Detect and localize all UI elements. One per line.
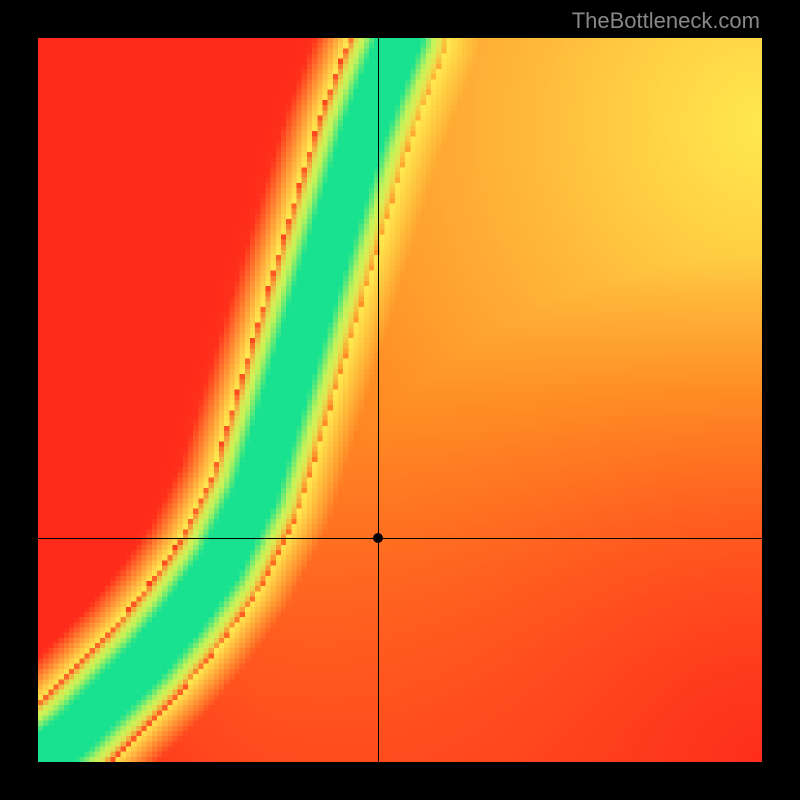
marker-point: [373, 533, 383, 543]
heatmap-canvas: [38, 38, 762, 762]
crosshair-horizontal: [38, 538, 762, 539]
chart-container: TheBottleneck.com: [0, 0, 800, 800]
watermark-text: TheBottleneck.com: [572, 8, 760, 34]
heatmap-plot: [38, 38, 762, 762]
crosshair-vertical: [378, 38, 379, 762]
